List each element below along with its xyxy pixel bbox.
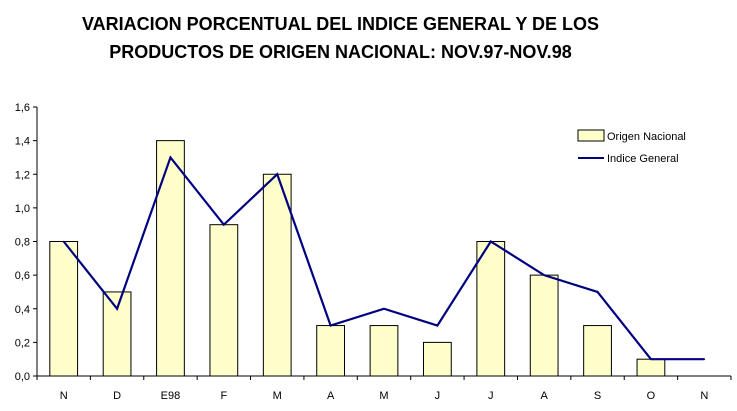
x-tick-label: D <box>113 390 121 402</box>
legend-label-origen-nacional: Origen Nacional <box>607 131 686 143</box>
y-tick-label: 0,6 <box>15 270 30 282</box>
y-tick-label: 0,0 <box>15 371 30 383</box>
bar-series-origen-nacional <box>49 140 666 377</box>
bar <box>156 140 185 377</box>
y-tick-label: 1,2 <box>15 169 30 181</box>
x-tick-label: J <box>488 390 494 402</box>
line-point <box>596 291 599 293</box>
bar <box>476 241 506 377</box>
x-tick-label: M <box>379 390 388 402</box>
line-point <box>489 240 492 243</box>
bar <box>583 325 612 377</box>
y-tick-label: 1,6 <box>15 102 30 114</box>
x-tick-label: J <box>435 390 441 402</box>
line-point <box>329 324 332 327</box>
line-series-indice-general <box>62 155 706 361</box>
x-tick-label: A <box>540 390 548 402</box>
axis-ticks: 0,0 0,2 0,4 0,6 0,8 1,0 1,2 1,4 1,6 N D E98 F M A M J J A S… <box>15 102 732 402</box>
legend-swatch-origen-nacional <box>577 129 605 142</box>
chart-title-line-1: VARIACION PORCENTUAL DEL INDICE GENERAL … <box>81 14 600 34</box>
line-point <box>543 274 545 276</box>
y-tick-label: 0,8 <box>15 237 30 249</box>
legend: Origen Nacional Indice General <box>577 129 686 165</box>
line-point <box>223 223 225 226</box>
y-tick-label: 0,4 <box>15 304 30 316</box>
line-point <box>169 156 172 159</box>
line-point <box>650 358 652 360</box>
x-tick-label: N <box>60 390 68 402</box>
bar <box>102 291 132 377</box>
y-tick-label: 0,2 <box>15 337 30 349</box>
line-point <box>116 307 118 310</box>
bar <box>529 274 559 377</box>
line-point <box>62 240 65 243</box>
bar <box>262 173 292 377</box>
line-point <box>436 324 439 327</box>
line-point <box>703 358 706 360</box>
x-tick-label: S <box>594 390 601 402</box>
y-tick-label: 1,4 <box>15 136 30 148</box>
x-tick-label: M <box>273 390 282 402</box>
bar <box>369 325 399 377</box>
bar <box>423 341 452 377</box>
chart-title-line-2: PRODUCTOS DE ORIGEN NACIONAL: NOV.97-NOV… <box>109 42 572 62</box>
x-tick-label: F <box>220 390 227 402</box>
bar <box>636 358 666 377</box>
legend-label-indice-general: Indice General <box>607 153 679 165</box>
y-tick-label: 1,0 <box>15 203 30 215</box>
line-point <box>383 307 385 310</box>
bar <box>209 224 239 377</box>
x-tick-label: O <box>647 390 656 402</box>
bar <box>316 325 345 377</box>
x-tick-label: N <box>700 390 708 402</box>
line-point <box>276 173 279 176</box>
x-tick-label: A <box>327 390 335 402</box>
x-tick-label: E98 <box>161 390 181 402</box>
bar <box>49 241 79 377</box>
